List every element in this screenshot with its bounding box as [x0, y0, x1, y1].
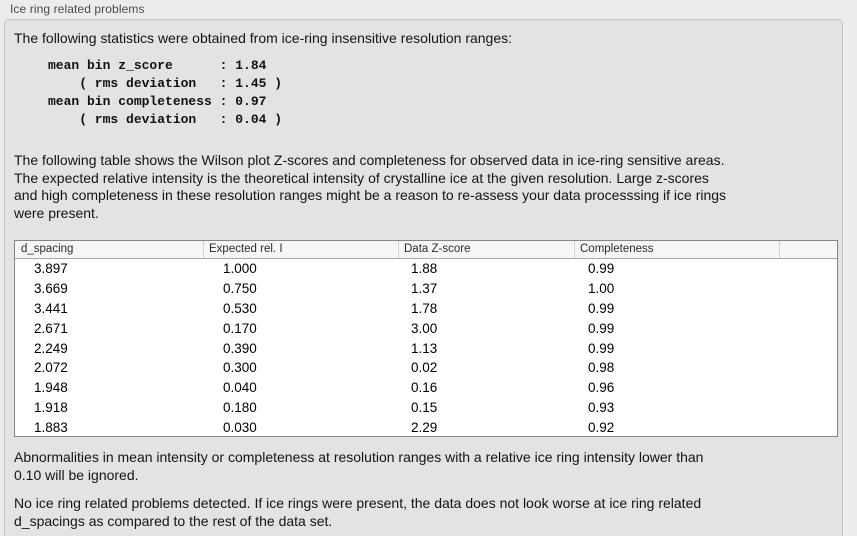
intro-statistics-text: The following statistics were obtained f… — [14, 30, 513, 46]
table-row[interactable]: 3.669 0.750 1.37 1.00 — [15, 278, 837, 299]
table-cell: 2.072 — [34, 360, 68, 376]
table-cell: 0.92 — [588, 420, 615, 436]
table-cell: 3.669 — [34, 280, 68, 296]
column-header-empty[interactable] — [779, 241, 837, 258]
table-cell — [779, 378, 837, 398]
column-header-d-spacing[interactable]: d_spacing — [21, 243, 74, 255]
table-cell: 1.883 — [34, 420, 68, 436]
table-cell: 0.170 — [223, 320, 257, 336]
groupbox-title: Ice ring related problems — [10, 2, 145, 16]
table-cell: 3.00 — [411, 320, 438, 336]
table-cell: 0.300 — [223, 360, 257, 376]
table-cell — [779, 398, 837, 418]
table-cell: 0.99 — [588, 300, 615, 316]
table-cell: 0.15 — [411, 400, 438, 416]
table-row[interactable]: 3.441 0.530 1.78 0.99 — [15, 298, 837, 319]
table-cell: 0.99 — [588, 340, 615, 356]
table-cell: 0.99 — [588, 261, 615, 276]
table-cell: 0.02 — [411, 360, 438, 376]
table-cell: 0.030 — [223, 420, 257, 436]
column-header-completeness[interactable]: Completeness — [574, 241, 779, 258]
table-cell: 1.88 — [411, 261, 438, 276]
table-cell: 2.671 — [34, 320, 68, 336]
table-cell: 0.98 — [588, 360, 615, 376]
table-cell: 0.96 — [588, 380, 615, 396]
table-cell: 1.918 — [34, 400, 68, 416]
mean-bin-stats-block: mean bin z_score : 1.84 ( rms deviation … — [48, 58, 283, 127]
conclusion-text: No ice ring related problems detected. I… — [14, 495, 702, 529]
table-row[interactable]: 3.897 1.000 1.88 0.99 — [15, 259, 837, 279]
table-row[interactable]: 1.948 0.040 0.16 0.96 — [15, 378, 837, 399]
table-cell: 0.99 — [588, 320, 615, 336]
table-cell — [779, 279, 837, 299]
table-cell: 0.180 — [223, 400, 257, 416]
table-cell: 1.000 — [223, 261, 257, 276]
table-cell: 0.750 — [223, 280, 257, 296]
table-cell — [779, 358, 837, 378]
table-cell: 3.441 — [34, 300, 68, 316]
table-cell: 0.16 — [411, 380, 438, 396]
table-cell — [779, 299, 837, 319]
table-description-text: The following table shows the Wilson plo… — [14, 152, 727, 221]
table-body: 3.897 1.000 1.88 0.99 3.669 0.750 1.37 1.00 3.44… — [15, 259, 837, 436]
table-row[interactable]: 2.671 0.170 3.00 0.99 — [15, 318, 837, 339]
table-cell: 0.040 — [223, 380, 257, 396]
table-row[interactable]: 1.883 0.030 2.29 0.92 — [15, 418, 837, 436]
table-row[interactable]: 1.918 0.180 0.15 0.93 — [15, 398, 837, 419]
table-cell: 0.390 — [223, 340, 257, 356]
table-cell: 1.13 — [411, 340, 438, 356]
ice-ring-table: d_spacing Expected rel. I Data Z-score Comp… — [14, 240, 838, 437]
table-row[interactable]: 2.249 0.390 1.13 0.99 — [15, 338, 837, 359]
table-cell: 2.29 — [411, 420, 438, 436]
table-cell — [779, 418, 837, 436]
table-cell: 1.948 — [34, 380, 68, 396]
table-cell: 3.897 — [34, 261, 68, 276]
table-cell — [779, 259, 837, 279]
column-header-expected-rel-i[interactable]: Expected rel. I — [203, 241, 398, 258]
table-cell — [779, 339, 837, 359]
table-header-row: d_spacing Expected rel. I Data Z-score Comp… — [15, 241, 837, 259]
column-header-data-z-score[interactable]: Data Z-score — [398, 241, 574, 258]
table-cell: 0.93 — [588, 400, 615, 416]
table-cell: 1.78 — [411, 300, 438, 316]
table-cell: 1.00 — [588, 280, 615, 296]
ignore-threshold-note: Abnormalities in mean intensity or compl… — [14, 449, 704, 483]
table-cell: 2.249 — [34, 340, 68, 356]
table-cell: 0.530 — [223, 300, 257, 316]
table-cell: 1.37 — [411, 280, 438, 296]
table-row[interactable]: 2.072 0.300 0.02 0.98 — [15, 358, 837, 379]
table-cell — [779, 319, 837, 339]
